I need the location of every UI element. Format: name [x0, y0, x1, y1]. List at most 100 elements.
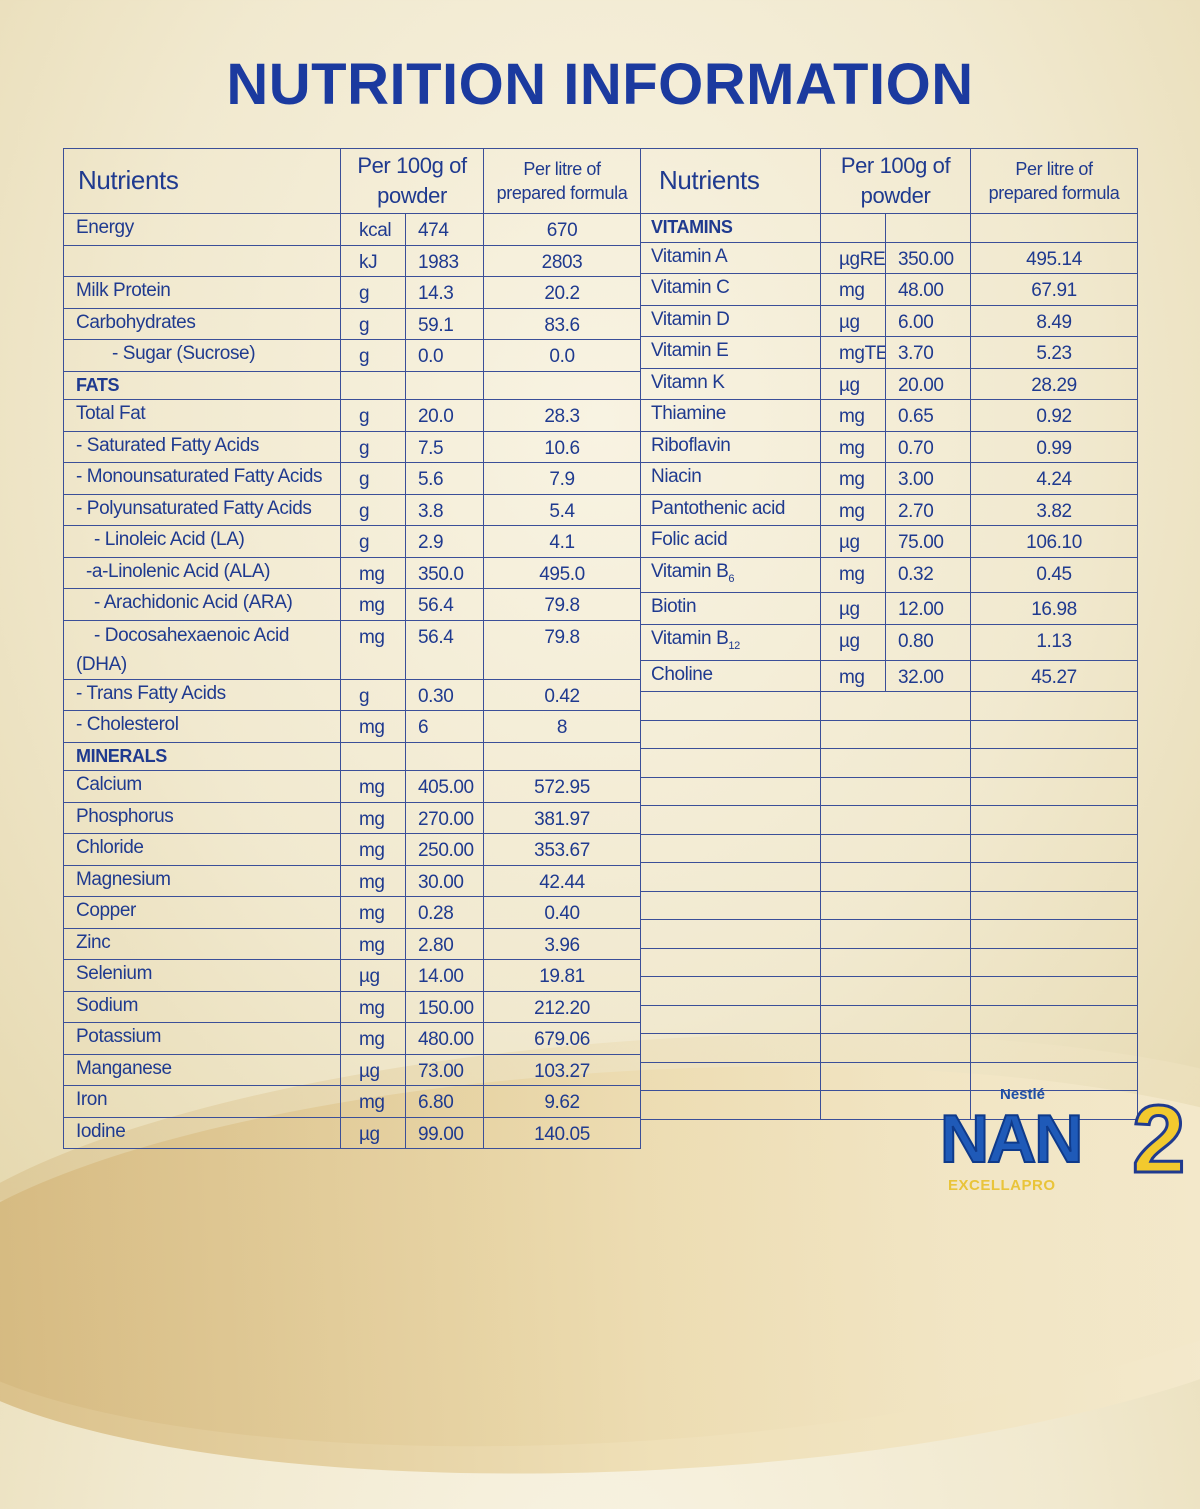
empty-cell — [640, 1061, 821, 1092]
per-litre-value: 42.44 — [483, 864, 642, 897]
nutrient-name: Choline — [640, 659, 821, 693]
table-row: kJ 1983 2803 — [63, 244, 642, 277]
per-litre-value: 8.49 — [970, 304, 1139, 337]
table-row: Milk Protein g 14.3 20.2 — [63, 276, 642, 309]
nutrient-name: Chloride — [63, 833, 341, 866]
empty-cell — [970, 1061, 1139, 1092]
per-100g-value: 150.00 — [404, 990, 485, 1023]
per-100g-value: 0.28 — [404, 896, 485, 929]
nan-logo-text: NAN — [939, 1101, 1084, 1177]
empty-row — [640, 691, 1139, 721]
table-row: Copper mg 0.28 0.40 — [63, 896, 642, 929]
empty-cell — [970, 919, 1139, 949]
litre-cell — [483, 370, 642, 400]
per-litre-value: 5.23 — [970, 336, 1139, 369]
per-100g-value: 2.80 — [404, 927, 485, 960]
table-row: Pantothenic acid mg 2.70 3.82 — [640, 493, 1139, 526]
nutrient-label: - Arachidonic Acid (ARA) — [94, 592, 293, 613]
unit-cell: mg — [820, 493, 886, 526]
nutrient-label: Energy — [76, 217, 134, 238]
nutrient-name: Vitamin B6 — [640, 556, 821, 594]
per-100g-value: 32.00 — [884, 659, 972, 693]
per-litre-value: 19.81 — [483, 959, 642, 992]
per-litre-value: 8 — [483, 710, 642, 743]
table-row: Thiamine mg 0.65 0.92 — [640, 399, 1139, 432]
nutrient-name: - Sugar (Sucrose) — [63, 339, 341, 372]
unit-cell: mg — [820, 462, 886, 495]
empty-row — [640, 805, 1139, 835]
nutrient-label: Riboflavin — [651, 434, 731, 456]
empty-cell — [819, 748, 972, 778]
per-litre-value: 495.0 — [483, 556, 642, 589]
empty-cell — [819, 1033, 972, 1063]
nutrient-label: Chloride — [76, 837, 144, 858]
per-litre-value: 4.24 — [970, 462, 1139, 495]
nutrient-name: - Linoleic Acid (LA) — [63, 525, 341, 558]
empty-cell — [819, 776, 972, 807]
nutrient-name: - Arachidonic Acid (ARA) — [63, 588, 341, 621]
empty-row — [640, 776, 1139, 807]
unit-cell: mg — [340, 619, 406, 680]
nutrition-table-left: Nutrients Per 100g of powder Per litre o… — [63, 148, 642, 1149]
nutrient-name: Manganese — [63, 1053, 341, 1086]
table-row: -a-Linolenic Acid (ALA) mg 350.0 495.0 — [63, 556, 642, 589]
empty-row — [640, 890, 1139, 921]
empty-cell — [970, 1033, 1139, 1063]
nutrient-name: Iron — [63, 1085, 341, 1118]
unit-cell: kcal — [340, 213, 406, 246]
empty-row — [640, 1033, 1139, 1063]
unit-cell: µg — [820, 623, 886, 661]
empty-cell — [970, 719, 1139, 750]
nutrient-label: Vitamin A — [651, 245, 728, 267]
unit-cell: mg — [340, 770, 406, 803]
nutrient-label: Magnesium — [76, 868, 171, 890]
empty-row — [640, 947, 1139, 978]
stage-number: 2 — [1130, 1086, 1186, 1193]
unit-cell: mgTE — [820, 336, 886, 369]
table-row: Carbohydrates g 59.1 83.6 — [63, 307, 642, 340]
value-cell — [404, 741, 485, 771]
nutrient-name: - Trans Fatty Acids — [63, 678, 341, 711]
per-100g-value: 480.00 — [404, 1022, 485, 1055]
header-per-100g: Per 100g of powder — [819, 148, 972, 214]
unit-cell: g — [340, 678, 406, 711]
nutrient-name: Calcium — [63, 770, 341, 803]
table-row: Zinc mg 2.80 3.96 — [63, 927, 642, 960]
per-100g-value: 0.80 — [884, 623, 972, 661]
table-row: - Saturated Fatty Acids g 7.5 10.6 — [63, 430, 642, 463]
table-row: Vitamin A µgRE 350.00 495.14 — [640, 241, 1139, 274]
empty-cell — [640, 719, 821, 750]
nutrient-name: Selenium — [63, 959, 341, 992]
empty-cell — [970, 805, 1139, 835]
table-row: Energy kcal 474 670 — [63, 213, 642, 246]
table-row: Magnesium mg 30.00 42.44 — [63, 864, 642, 897]
nutrition-table-right: Nutrients Per 100g of powder Per litre o… — [640, 148, 1139, 1120]
unit-cell: mg — [340, 710, 406, 743]
table-row: MINERALS — [63, 741, 642, 771]
per-100g-value: 73.00 — [404, 1053, 485, 1086]
empty-cell — [640, 1090, 821, 1120]
unit-cell: mg — [340, 864, 406, 897]
nutrient-label: Choline — [651, 663, 713, 685]
table-row: Biotin µg 12.00 16.98 — [640, 592, 1139, 625]
unit-cell: mg — [340, 896, 406, 929]
nutrient-name: Total Fat — [63, 399, 341, 432]
nutrient-name: Niacin — [640, 462, 821, 495]
unit-cell — [340, 741, 406, 771]
unit-cell: µg — [340, 1053, 406, 1086]
unit-cell: µgRE — [820, 241, 886, 274]
nutrient-name: -a-Linolenic Acid (ALA) — [63, 556, 341, 589]
unit-cell: mg — [340, 1085, 406, 1118]
table-row: Vitamin B6 mg 0.32 0.45 — [640, 556, 1139, 594]
empty-cell — [640, 1004, 821, 1035]
per-100g-value: 12.00 — [884, 592, 972, 625]
per-litre-value: 28.3 — [483, 399, 642, 432]
table-row: Vitamin D µg 6.00 8.49 — [640, 304, 1139, 337]
unit-cell: mg — [820, 430, 886, 463]
section-heading: FATS — [63, 370, 341, 400]
table-row: FATS — [63, 370, 642, 400]
per-litre-value: 20.2 — [483, 276, 642, 309]
nutrient-name: Magnesium — [63, 864, 341, 897]
table-row: Manganese µg 73.00 103.27 — [63, 1053, 642, 1086]
per-litre-value: 103.27 — [483, 1053, 642, 1086]
